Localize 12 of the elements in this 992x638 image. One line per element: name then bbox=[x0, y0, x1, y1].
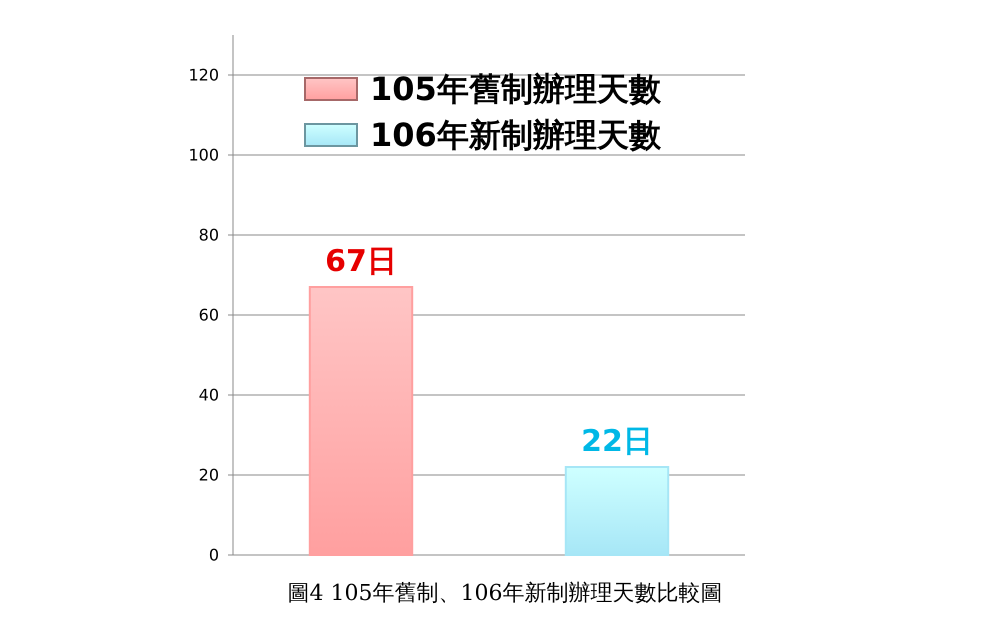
data-label: 22日 bbox=[581, 424, 653, 459]
y-tick-label: 20 bbox=[198, 466, 219, 485]
y-tick-label: 100 bbox=[188, 146, 219, 165]
caption: 圖4 105年舊制、106年新制辦理天數比較圖 bbox=[288, 581, 722, 606]
y-tick-label: 60 bbox=[198, 306, 219, 325]
data-label: 67日 bbox=[325, 244, 397, 279]
y-tick-label: 80 bbox=[198, 226, 219, 245]
legend-label: 106年新制辦理天數 bbox=[370, 116, 662, 154]
legend-label: 105年舊制辦理天數 bbox=[370, 70, 662, 108]
y-tick-label: 0 bbox=[208, 546, 219, 565]
y-tick-label: 120 bbox=[188, 66, 219, 85]
y-tick-label: 40 bbox=[198, 386, 219, 405]
